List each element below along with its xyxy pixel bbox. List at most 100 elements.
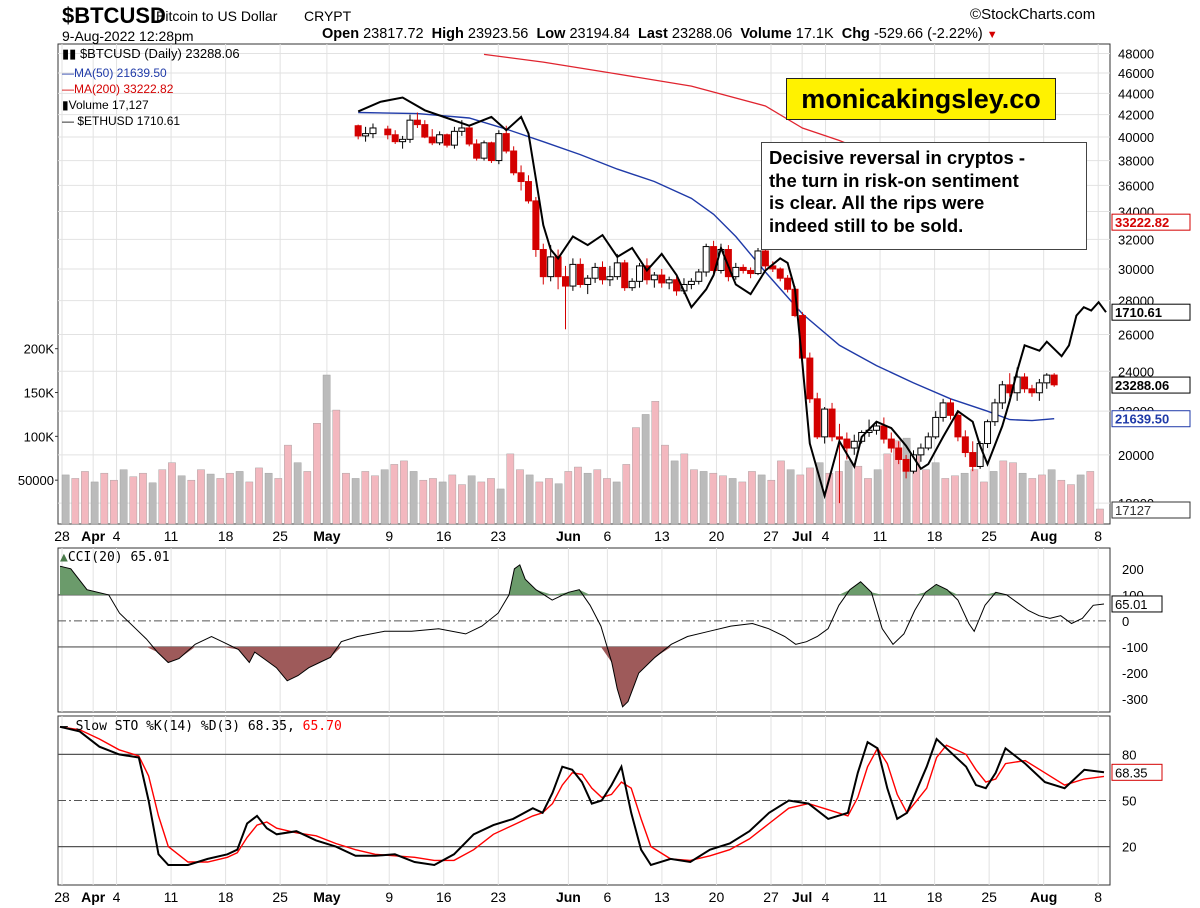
candle-body [384,128,392,136]
x-axis-label-bottom: 28 [54,889,70,905]
candle-body [710,246,718,271]
volume-bar [661,444,669,525]
cci-value-tag-text: 65.01 [1115,597,1148,612]
volume-bar [458,484,466,525]
volume-bar [525,474,534,525]
volume-bar [400,460,408,525]
volume-bar [390,464,399,525]
legend-ma50-text: MA(50) 21639.50 [74,66,167,80]
volume-bar [738,481,747,525]
candle-body [621,262,629,289]
x-axis-label-bottom: Jun [556,889,581,905]
candle-body [835,436,843,440]
volume-bar [767,479,776,525]
volume-bar [554,483,563,525]
volume-bar [583,472,592,525]
volume-bar [487,478,495,525]
price-tag: 21639.50 [1111,410,1191,428]
candle-body [880,425,888,440]
price-tag-box [1111,376,1191,394]
annotation-line-2: the turn in risk-on sentiment [769,169,1019,191]
volume-bar [245,481,254,525]
candle-body [747,269,755,275]
sto-label-d: 65.70 [302,719,342,734]
volume-bar [129,476,138,525]
low-value: 23194.84 [569,26,630,42]
source-logo: ©StockCharts.com [970,6,1095,23]
legend-eth: — $ETHUSD 1710.61 [62,114,181,128]
price-tag-box [1111,213,1191,231]
volume-tick-label: 200K [24,342,55,357]
volume-bar [274,478,283,525]
candle-body [998,384,1006,404]
candle-body [436,134,444,144]
price-tick-label: 32000 [1118,232,1154,247]
volume-bar [264,472,273,525]
candle-body [428,136,436,144]
volume-bar [825,472,834,525]
volume-bar [380,469,389,525]
volume-bar [612,481,621,525]
price-tag-box [1111,410,1191,428]
x-axis-label-top: 4 [822,528,830,544]
candle-body [984,421,992,445]
candle-body [961,436,969,454]
volume-bar [796,474,805,525]
volume-bar [322,374,331,525]
candle-body [813,398,821,438]
candle-body [487,142,495,162]
x-axis-label-top: May [313,528,340,544]
volume-bar [110,479,118,525]
sto-tick-label: 20 [1122,840,1136,855]
high-value: 23923.56 [467,26,529,42]
legend-ma200: —MA(200) 33222.82 [62,82,174,96]
volume-value: 17.1K [795,26,834,42]
candle-body [673,279,681,292]
volume-bar [864,478,872,525]
low-label: Low [536,26,566,42]
price-tag-box [1111,501,1191,519]
volume-bar [999,460,1008,525]
price-tick-label: 36000 [1118,178,1154,193]
volume-bar [1009,462,1017,525]
x-axis-label-top: 16 [436,528,452,544]
candle-body [1043,374,1051,384]
x-axis-label-bottom: May [313,889,340,905]
cci-icon: ▲ [60,550,68,565]
volume-bar [371,475,379,525]
candle-body [643,265,651,281]
candle-body [806,357,814,400]
volume-bar [293,462,302,525]
symbol-title: $BTCUSD [62,3,166,28]
volume-bar [255,467,263,525]
volume-bar [670,460,679,525]
candle-body [591,266,599,279]
volume-bar [709,472,718,525]
candle-body [850,440,858,449]
candle-body [739,266,747,271]
candle-body [354,125,362,137]
sto-k-line [59,725,1105,867]
cci-tick-label: -200 [1122,666,1148,681]
volume-bar [467,475,476,525]
volume-bar [1057,479,1066,525]
candle-body [443,134,451,146]
volume-tick-label: 150K [24,386,55,401]
legend-ma200-text: MA(200) 33222.82 [74,82,174,96]
x-axis-label-bottom: 9 [385,889,393,905]
candle-body [887,438,895,449]
candle-body [450,130,458,146]
ohlc-bar: Open 23817.72 High 23923.56 Low 23194.84… [322,26,998,42]
x-axis-label-top: 8 [1094,528,1102,544]
candle-body [561,276,569,287]
price-tick-label: 46000 [1118,66,1154,81]
sto-value-tag-box [1111,763,1163,781]
sto-d-line [59,726,1105,863]
candle-body [947,402,955,416]
volume-bar [313,423,321,525]
candle-body [843,438,851,449]
candle-body [939,402,947,418]
volume-bar [873,469,882,525]
volume-bar [1086,471,1095,525]
